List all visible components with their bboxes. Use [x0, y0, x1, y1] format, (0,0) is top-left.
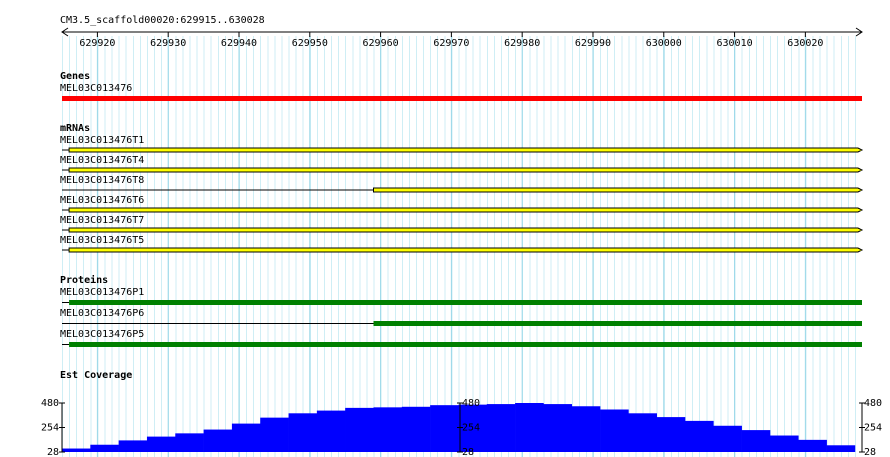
coverage-bar	[628, 413, 657, 452]
track-title: Est Coverage	[60, 370, 132, 381]
feature-label: MEL03C013476	[60, 83, 132, 94]
y-tick-label: 480	[462, 398, 480, 409]
y-tick-label: 480	[864, 398, 882, 409]
coverage-bar	[373, 407, 403, 452]
track-title: mRNAs	[60, 123, 90, 134]
coverage-bar	[345, 407, 374, 452]
y-tick-label: 480	[41, 398, 59, 409]
coverage-bar	[401, 406, 431, 452]
coverage-bar	[769, 435, 799, 452]
coverage-bar	[430, 405, 459, 452]
y-tick-label: 254	[462, 423, 480, 434]
coverage-bar	[118, 440, 148, 452]
coverage-bar	[231, 423, 261, 452]
coverage-bar	[826, 445, 856, 452]
feature-bar	[373, 187, 864, 193]
feature-label: MEL03C013476T7	[60, 215, 144, 226]
feature-label: MEL03C013476T6	[60, 195, 144, 206]
track-title: Genes	[60, 71, 90, 82]
coverage-bar	[515, 403, 544, 452]
x-tick-label: 629940	[221, 38, 257, 49]
x-tick-label: 629970	[433, 38, 469, 49]
feature-label: MEL03C013476T4	[60, 155, 144, 166]
coverage-bar	[713, 425, 742, 452]
x-tick-label: 629990	[575, 38, 611, 49]
coverage-bar	[62, 448, 91, 452]
coverage-bar	[656, 417, 686, 452]
x-tick-label: 629980	[504, 38, 540, 49]
ruler-title: CM3.5_scaffold00020:629915..630028	[60, 15, 265, 26]
minor-grid	[62, 36, 862, 457]
track-title: Proteins	[60, 274, 108, 286]
y-tick-label: 28	[47, 447, 59, 457]
y-tick-label: 28	[864, 447, 876, 457]
coverage-bar	[316, 410, 346, 452]
coverage-bar	[486, 404, 516, 452]
feature-label: MEL03C013476P5	[60, 329, 144, 340]
coverage-bar	[571, 406, 601, 452]
coverage-bar	[260, 417, 289, 452]
x-tick-label: 629920	[79, 38, 115, 49]
coverage-bar	[543, 404, 573, 452]
coverage-bar	[600, 409, 629, 452]
feature-bar	[68, 207, 864, 213]
coverage-bar	[90, 444, 119, 452]
x-tick-label: 629950	[292, 38, 328, 49]
ruler-arrow	[61, 27, 863, 37]
feature-label: MEL03C013476T1	[60, 135, 144, 146]
x-tick-label: 630020	[787, 38, 823, 49]
x-tick-label: 630000	[646, 38, 682, 49]
coverage-bar	[288, 413, 318, 452]
coverage-bar	[175, 433, 204, 452]
feature-label: MEL03C013476T5	[60, 235, 144, 246]
feature-label: MEL03C013476P1	[60, 287, 144, 298]
coverage-bar	[146, 436, 176, 452]
feature-bar	[68, 247, 864, 253]
feature-label: MEL03C013476P6	[60, 308, 144, 319]
feature-bar	[69, 300, 862, 305]
feature-bar	[69, 342, 862, 347]
x-tick-label: 629960	[363, 38, 399, 49]
coverage-bar	[203, 429, 233, 452]
feature-bar	[68, 147, 864, 153]
feature-label: MEL03C013476T8	[60, 175, 144, 186]
coverage-bar	[685, 420, 714, 452]
coverage-bar	[798, 439, 827, 452]
y-tick-label: 28	[462, 447, 474, 457]
coverage-bar	[458, 404, 488, 452]
y-tick-label: 254	[41, 423, 59, 434]
y-tick-label: 254	[864, 423, 882, 434]
x-tick-label: 629930	[150, 38, 186, 49]
feature-bar	[373, 321, 862, 326]
feature-bar	[68, 167, 864, 173]
coverage-bar	[741, 430, 771, 452]
feature-bar	[68, 227, 864, 233]
x-tick-label: 630010	[717, 38, 753, 49]
feature-bar	[62, 96, 862, 101]
